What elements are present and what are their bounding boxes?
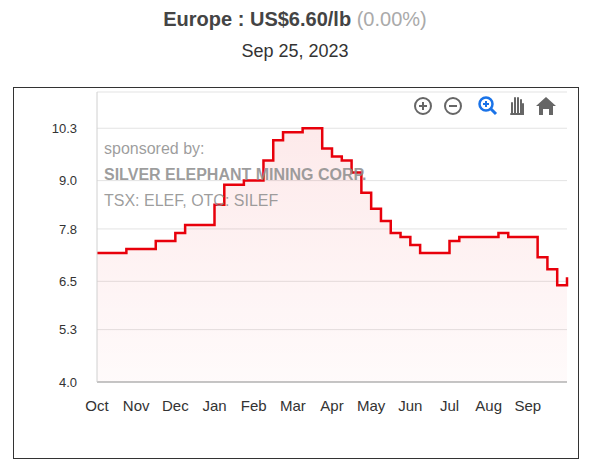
svg-text:10.3: 10.3 — [52, 121, 77, 136]
svg-text:Feb: Feb — [241, 397, 267, 414]
svg-text:6.5: 6.5 — [59, 274, 77, 289]
html-text:SILVER ELEPHANT MINING CORP.: SILVER ELEPHANT MINING CORP. — [104, 166, 367, 183]
html-text:Sep 25, 2023: Sep 25, 2023 — [241, 41, 349, 61]
svg-text:4.0: 4.0 — [59, 375, 77, 390]
svg-text:9.0: 9.0 — [59, 173, 77, 188]
svg-text:Mar: Mar — [280, 397, 306, 414]
svg-text:Apr: Apr — [320, 397, 343, 414]
svg-text:5.3: 5.3 — [59, 322, 77, 337]
svg-text:Jun: Jun — [398, 397, 422, 414]
svg-text:Jul: Jul — [440, 397, 459, 414]
svg-text:Oct: Oct — [85, 397, 109, 414]
svg-text:7.8: 7.8 — [59, 222, 77, 237]
svg-text:Sep: Sep — [514, 397, 541, 414]
svg-text:Jan: Jan — [202, 397, 226, 414]
svg-text:Aug: Aug — [475, 397, 502, 414]
svg-text:May: May — [357, 397, 386, 414]
html-text:Europe : US$6.60/lb (0.00%): Europe : US$6.60/lb (0.00%) — [163, 8, 427, 30]
svg-text:Dec: Dec — [162, 397, 189, 414]
svg-text:Nov: Nov — [123, 397, 150, 414]
html-text:sponsored by:: sponsored by: — [104, 140, 205, 157]
html-text:TSX: ELEF, OTC: SILEF: TSX: ELEF, OTC: SILEF — [104, 192, 279, 209]
